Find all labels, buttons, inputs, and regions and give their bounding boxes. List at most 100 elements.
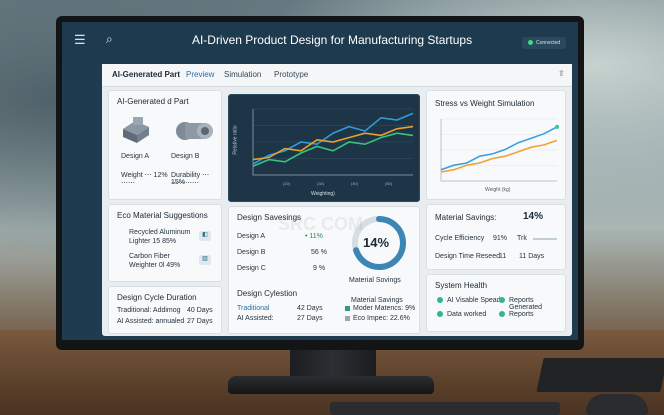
line-chart[interactable] (229, 95, 421, 203)
status-badge: Connected (522, 37, 567, 49)
stress-card-title: Stress vs Weight Simulation (435, 99, 535, 108)
search-icon[interactable]: ⌕ (106, 32, 113, 46)
screen: ☰ ⌕ AI-Driven Product Design for Manufac… (62, 22, 578, 340)
series-line-1 (252, 125, 414, 161)
series-line-1 (440, 139, 558, 173)
series-line-2 (252, 132, 414, 167)
health-item-4: Reports (509, 311, 534, 318)
ring-label: Material Sovings (349, 277, 401, 284)
metrics-row-2-label: Design Time Reseed (435, 253, 500, 260)
part-a-label: Design A (121, 153, 150, 160)
eco-card-title: Eco Material Suggestions (117, 211, 208, 220)
health-item-2: Reports Generated (509, 297, 543, 311)
series-line-0 (252, 112, 414, 165)
upload-icon[interactable]: ⇪ (558, 69, 565, 78)
cylestion-row-1-label: Traditional (237, 305, 270, 312)
health-title: System Health (435, 281, 488, 290)
xtick-3: (50) (385, 181, 393, 186)
cycle-row-1-value: 40 Days (187, 307, 213, 314)
legend-swatch-2 (345, 316, 350, 321)
health-item-1: AI Visable Spead (447, 297, 501, 304)
dashboard-panel: AI-Generated Part Preview Simulation Pro… (102, 64, 572, 336)
up-dot-icon: • (305, 233, 310, 240)
metrics-title: Material Savings: (435, 213, 497, 222)
mouse (586, 394, 648, 415)
stress-weight-card: Stress vs Weight Simulation Weight (kg) (426, 90, 566, 200)
cycle-title: Design Cycle Duration (117, 293, 197, 302)
aluminum-icon[interactable]: ◧ (199, 231, 211, 241)
legend-1: Moder Matencs: 9% (353, 305, 416, 312)
parts-card-title: AI-Generated d Part (117, 97, 189, 106)
part-b-stat2: ⋯⋯⋯⋯ (171, 180, 199, 187)
axis-line (252, 109, 413, 176)
legend-title: Material Savings (351, 297, 403, 304)
series-line-0 (440, 126, 558, 171)
keyboard (330, 402, 560, 415)
parts-card: AI-Generated d Part Design A Design B We… (108, 90, 222, 200)
metrics-row-2-value: 11 (499, 253, 507, 260)
ring-value: 14% (363, 235, 390, 250)
metrics-row-1-extra: Trk (517, 235, 527, 242)
axis-line (440, 119, 557, 182)
tab-prototype[interactable]: Prototype (274, 70, 309, 79)
cycle-row-2-value: 27 Days (187, 318, 213, 325)
line-chart-card: Relative ratio Weighting) (20) (30) (40)… (228, 94, 420, 202)
part-b-stat: Durability ⋯ 15% (171, 172, 210, 186)
cylestion-title: Design Cylestion (237, 289, 298, 298)
material-savings-ring (352, 216, 406, 270)
metrics-card: Material Savings: 14% Cycle Efficiency 9… (426, 204, 566, 270)
metrics-row-1-line (533, 238, 557, 240)
health-dot-3 (437, 311, 443, 317)
xtick-1: (30) (317, 181, 325, 186)
savings-row-a-value: • 11% (305, 233, 323, 240)
app-header: ☰ ⌕ AI-Driven Product Design for Manufac… (62, 22, 578, 58)
page-title: AI-Driven Product Design for Manufacturi… (191, 33, 473, 47)
eco-item-1-sub: Lighter 15 85% (129, 238, 177, 245)
xtick-0: (20) (283, 181, 291, 186)
part-a-model[interactable] (119, 115, 159, 145)
health-dot-1 (437, 297, 443, 303)
part-a-stat2: ⋯⋯ (121, 180, 135, 187)
metrics-row-1-value: 91% (493, 235, 508, 242)
cylestion-row-2-value: 27 Days (297, 315, 323, 322)
savings-row-b-label: Design B (237, 249, 266, 256)
cylestion-row-1-value: 42 Days (297, 305, 323, 312)
eco-item-1-name[interactable]: Recycled Aluminum (129, 229, 191, 236)
health-dot-2 (499, 297, 505, 303)
legend-swatch-1 (345, 306, 350, 311)
tab-simulation[interactable]: Simulation (224, 70, 262, 79)
savings-card-title: Design Savesings (237, 213, 302, 222)
eco-material-card: Eco Material Suggestions Recycled Alumin… (108, 204, 222, 282)
tab-bar: AI-Generated Part Preview Simulation Pro… (102, 64, 572, 87)
notebook (536, 358, 664, 392)
part-a-stat: Weight ⋯ 12% (121, 172, 168, 179)
fiber-icon[interactable]: ▧ (199, 255, 211, 265)
line-chart-xlabel: Weighting) (311, 191, 335, 197)
cycle-row-1-label: Traditional: Addimog (117, 307, 181, 314)
stress-weight-chart[interactable] (427, 91, 567, 201)
monitor-base (228, 376, 434, 394)
legend-2: Eco Impec: 22.6% (353, 315, 410, 322)
hamburger-icon[interactable]: ☰ (74, 32, 86, 47)
watermark: SRC COM (278, 214, 363, 234)
metrics-row-2-extra: 11 Days (519, 253, 545, 260)
savings-row-a-label: Design A (237, 233, 266, 240)
savings-row-b-value: 56 % (311, 249, 327, 256)
part-b-label: Design B (171, 153, 200, 160)
series-end-point (555, 124, 559, 129)
savings-row-c-label: Design C (237, 265, 266, 272)
cycle-row-2-label: AI Assisted: annualed (117, 318, 185, 325)
part-b-model[interactable] (173, 115, 217, 145)
health-dot-4 (499, 311, 505, 317)
stress-card-xlabel: Weight (kg) (485, 187, 511, 193)
cycle-duration-card: Design Cycle Duration Traditional: Addim… (108, 286, 222, 334)
line-chart-ylabel: Relative ratio (232, 125, 239, 155)
health-item-3: Data worked (447, 311, 487, 318)
status-dot-icon (528, 40, 533, 46)
tab-ai-generated-part[interactable]: AI-Generated Part (112, 70, 181, 79)
eco-item-2-name[interactable]: Carbon Fiber (129, 253, 170, 260)
system-health-card: System Health AI Visable Spead Reports G… (426, 274, 566, 332)
cylestion-row-2-label: AI Assisted: (237, 315, 274, 322)
tab-preview[interactable]: Preview (186, 70, 215, 79)
design-savings-card: Design Savesings Design A • 11% Design B… (228, 206, 420, 334)
